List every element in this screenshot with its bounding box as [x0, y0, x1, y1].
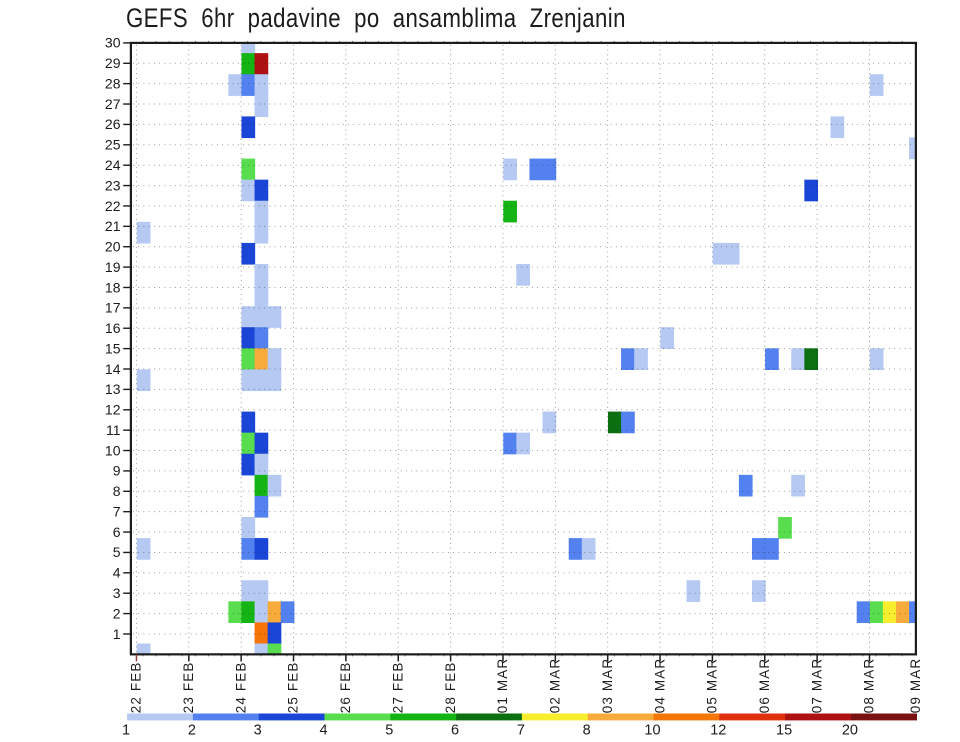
svg-text:13: 13 — [105, 381, 121, 397]
svg-text:25 FEB: 25 FEB — [286, 662, 301, 714]
svg-text:09 MAR: 09 MAR — [908, 658, 923, 713]
svg-text:03 MAR: 03 MAR — [600, 658, 615, 713]
svg-text:24: 24 — [105, 157, 121, 173]
svg-text:22 FEB: 22 FEB — [129, 662, 144, 714]
svg-text:8: 8 — [113, 483, 121, 499]
svg-text:6: 6 — [113, 524, 121, 540]
svg-text:12: 12 — [105, 402, 121, 418]
svg-text:29: 29 — [105, 55, 121, 71]
svg-text:10: 10 — [105, 442, 121, 458]
svg-text:3: 3 — [254, 723, 262, 739]
svg-text:26 FEB: 26 FEB — [338, 662, 353, 714]
svg-text:25: 25 — [105, 137, 121, 153]
svg-text:7: 7 — [113, 503, 121, 519]
svg-text:4: 4 — [319, 723, 327, 739]
svg-text:22: 22 — [105, 198, 121, 214]
svg-text:26: 26 — [105, 116, 121, 132]
svg-text:21: 21 — [105, 218, 121, 234]
svg-text:GEFS 6hr padavine po ansamblim: GEFS 6hr padavine po ansamblima Zrenjani… — [126, 4, 626, 33]
svg-text:2: 2 — [113, 605, 121, 621]
svg-text:30: 30 — [105, 35, 121, 51]
svg-text:4: 4 — [113, 565, 121, 581]
svg-text:06 MAR: 06 MAR — [757, 658, 772, 713]
svg-text:5: 5 — [385, 723, 393, 739]
svg-text:11: 11 — [106, 422, 121, 438]
svg-text:23: 23 — [105, 177, 121, 193]
svg-text:04 MAR: 04 MAR — [652, 658, 667, 713]
svg-text:17: 17 — [105, 300, 121, 316]
svg-text:6: 6 — [451, 723, 459, 739]
svg-text:16: 16 — [105, 320, 121, 336]
svg-text:01 MAR: 01 MAR — [495, 658, 510, 713]
svg-text:18: 18 — [105, 279, 121, 295]
svg-text:20: 20 — [842, 723, 858, 739]
svg-text:08 MAR: 08 MAR — [862, 658, 877, 713]
svg-text:9: 9 — [113, 463, 121, 479]
svg-text:12: 12 — [710, 723, 726, 739]
svg-text:27 FEB: 27 FEB — [390, 662, 405, 714]
svg-text:15: 15 — [105, 340, 121, 356]
svg-text:7: 7 — [517, 723, 525, 739]
svg-text:1: 1 — [113, 626, 121, 642]
svg-text:02 MAR: 02 MAR — [548, 658, 563, 713]
svg-text:07 MAR: 07 MAR — [809, 658, 824, 713]
svg-text:3: 3 — [113, 585, 121, 601]
svg-text:14: 14 — [105, 361, 121, 377]
svg-text:28: 28 — [105, 75, 121, 91]
svg-text:5: 5 — [113, 544, 121, 560]
svg-text:1: 1 — [122, 723, 130, 739]
svg-text:28 FEB: 28 FEB — [443, 662, 458, 714]
svg-text:15: 15 — [776, 723, 792, 739]
svg-text:20: 20 — [105, 239, 121, 255]
svg-text:2: 2 — [188, 723, 196, 739]
svg-text:19: 19 — [105, 259, 121, 275]
svg-text:05 MAR: 05 MAR — [705, 658, 720, 713]
svg-text:27: 27 — [105, 96, 121, 112]
svg-text:24 FEB: 24 FEB — [233, 662, 248, 714]
svg-text:8: 8 — [583, 723, 591, 739]
svg-text:10: 10 — [644, 723, 660, 739]
svg-text:23 FEB: 23 FEB — [181, 662, 196, 714]
